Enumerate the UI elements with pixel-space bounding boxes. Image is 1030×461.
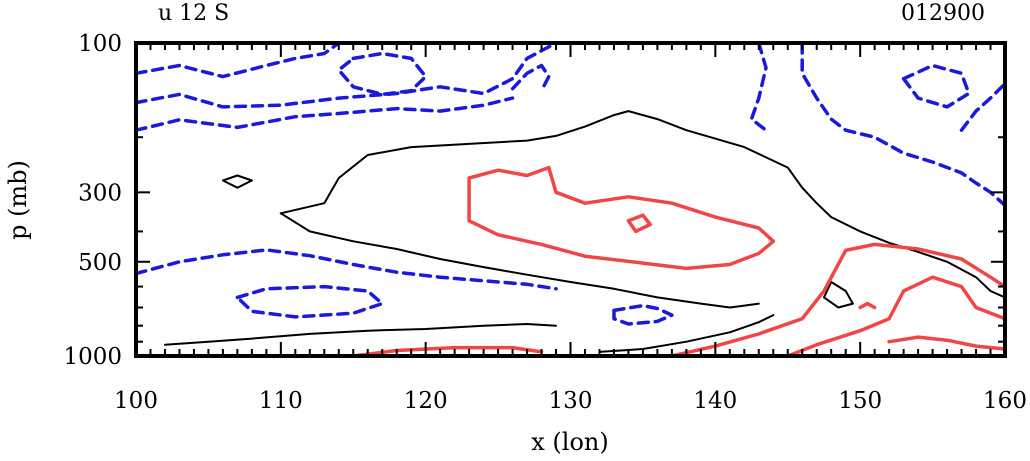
contour-negative-10 <box>901 63 971 109</box>
contour-zero-14 <box>221 174 253 189</box>
contour-negative-6 <box>235 284 384 319</box>
contour-positive-18 <box>467 165 776 271</box>
x-tick-label: 160 <box>983 388 1027 414</box>
contour-lines <box>134 41 1007 358</box>
x-tick-label: 100 <box>114 388 158 414</box>
contour-negative-4 <box>510 63 551 93</box>
contour-positive-19 <box>626 213 652 234</box>
plot-frame <box>134 41 1007 358</box>
header-left-label: u 12 S <box>158 1 229 26</box>
y-axis-label: p (mb) <box>4 160 32 240</box>
contour-negative-3 <box>337 51 428 97</box>
contour-positive-20 <box>670 242 1007 358</box>
x-tick-label: 140 <box>693 388 737 414</box>
x-axis-label: x (lon) <box>531 428 608 456</box>
x-tick-label: 130 <box>549 388 593 414</box>
contour-positive-21 <box>786 275 1007 358</box>
y-tick-label: 500 <box>78 250 122 276</box>
x-tick-label: 110 <box>259 388 303 414</box>
y-tick-label: 300 <box>78 180 122 206</box>
contour-negative-8 <box>749 41 768 132</box>
contour-zero-15 <box>164 323 557 346</box>
x-tick-label: 120 <box>404 388 448 414</box>
y-tick-label: 100 <box>78 31 122 57</box>
contour-negative-7 <box>612 303 674 326</box>
x-tick-label: 150 <box>838 388 882 414</box>
contour-positive-24 <box>887 335 1007 351</box>
contour-positive-23 <box>858 301 877 310</box>
header-right-label: 012900 <box>901 1 985 26</box>
contour-zero-16 <box>598 314 775 353</box>
contour-negative-9 <box>800 41 1007 208</box>
contour-negative-0 <box>134 41 341 79</box>
contour-zero-13 <box>279 212 760 309</box>
y-tick-label: 1000 <box>63 344 122 370</box>
contour-negative-5 <box>134 248 558 291</box>
contour-negative-1 <box>134 41 558 109</box>
contour-zero-12 <box>279 110 1006 299</box>
contour-zero-17 <box>823 281 854 309</box>
contour-negative-11 <box>959 82 1007 132</box>
contour-negative-2 <box>134 96 515 132</box>
